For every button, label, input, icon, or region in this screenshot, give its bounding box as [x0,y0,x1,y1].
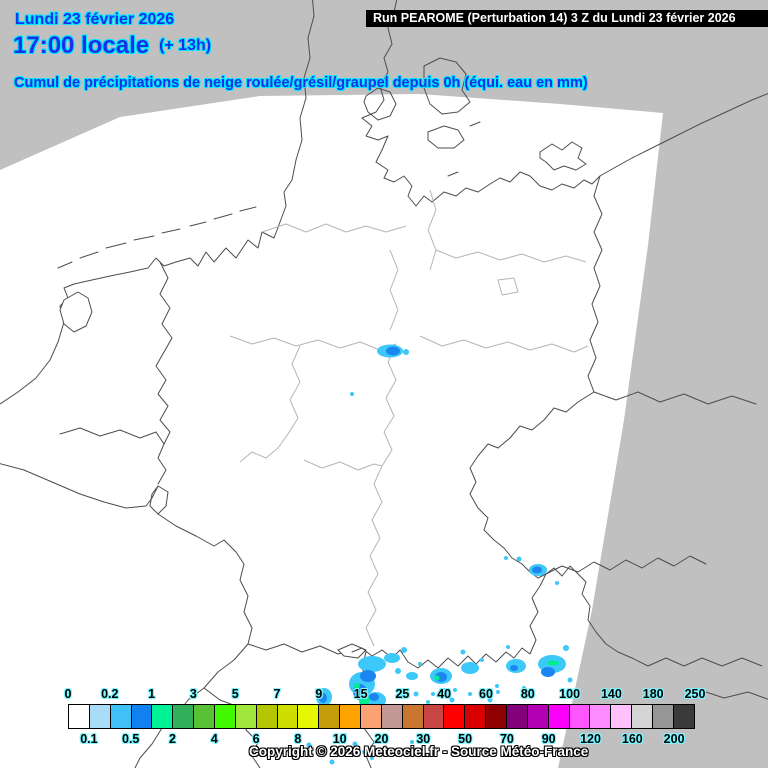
colorbar-tick-label: 1 [148,687,156,701]
model-domain-region [0,94,663,768]
colorbar-tick-label: 120 [580,732,601,746]
colorbar-cell [297,704,320,729]
forecast-time: 17:00 locale (+ 13h) [13,32,211,60]
colorbar-cell [318,704,341,729]
colorbar-cell [276,704,299,729]
colorbar-cell [547,704,570,729]
colorbar-tick-label: 160 [621,732,643,746]
colorbar-cell [485,704,508,729]
colorbar-cell [151,704,174,729]
colorbar-tick-label: 4 [210,732,218,746]
colorbar-cell [464,704,487,729]
colorbar-tick-label: 2 [169,732,176,746]
colorbar-tick-label: 15 [353,687,368,701]
colorbar-tick-label: 60 [479,687,493,701]
colorbar-tick-label: 0.2 [101,687,119,701]
colorbar-cell [255,704,278,729]
colorbar-cell [360,704,382,729]
colorbar-cell [130,704,153,729]
colorbar-tick-label: 6 [252,732,260,746]
colorbar-tick-label: 70 [499,732,514,746]
colorbar-cell [109,704,132,729]
colorbar-cell [88,704,111,729]
colorbar-tick-label: 80 [520,687,535,701]
colorbar-tick-label: 140 [600,687,622,701]
colorbar-cell [422,704,445,729]
colorbar-tick-label: 0 [64,687,72,701]
colorbar-tick-label: 0.1 [80,732,98,746]
local-time: 17:00 locale [13,32,150,59]
colorbar-tick-label: 180 [642,687,664,701]
colorbar-tick-label: 25 [395,687,410,701]
colorbar-cell [506,704,528,729]
colorbar-tick-label: 7 [273,687,281,701]
colorbar-tick-label: 9 [315,687,323,701]
colorbar-tick-label: 100 [559,687,581,701]
copyright-notice: Copyright © 2026 Meteociel.fr - Source M… [249,744,589,759]
colorbar-tick-label: 20 [374,732,389,746]
colorbar-cell [526,704,549,729]
colorbar-cell [380,704,403,729]
colorbar-tick-label: 50 [458,732,473,746]
colorbar-tick-label: 90 [541,732,556,746]
colorbar-tick-label: 3 [189,687,197,701]
colorbar-cell [172,704,195,729]
colorbar-cell [589,704,612,729]
model-run-banner: Run PEAROME (Perturbation 14) 3 Z du Lun… [366,10,768,27]
colorbar-cell [339,704,362,729]
colorbar-tick-label: 8 [294,732,302,746]
colorbar-cell [652,704,674,729]
colorbar-cell [214,704,236,729]
colorbar-tick-label: 40 [437,687,452,701]
map-title: Cumul de précipitations de neige roulée/… [14,75,588,91]
colorbar-tick-label: 200 [663,732,685,746]
colorbar-cell [68,704,90,729]
colorbar-cell [443,704,466,729]
colorbar-tick-label: 10 [332,732,347,746]
colorbar-tick-label: 5 [231,687,239,701]
forecast-date: Lundi 23 février 2026 [15,11,175,28]
colorbar-tick-label: 250 [684,687,706,701]
colorbar-cell [568,704,591,729]
colorbar-cell [672,704,695,729]
colorbar-tick-label: 30 [416,732,431,746]
state-borders [229,189,589,647]
precipitation-colorbar [68,704,695,729]
colorbar-cell [234,704,257,729]
time-offset: (+ 13h) [159,37,212,54]
colorbar-cell [631,704,654,729]
colorbar-cell [193,704,216,729]
colorbar-tick-label: 0.5 [121,732,140,746]
colorbar-cell [401,704,424,729]
colorbar-cell [610,704,633,729]
